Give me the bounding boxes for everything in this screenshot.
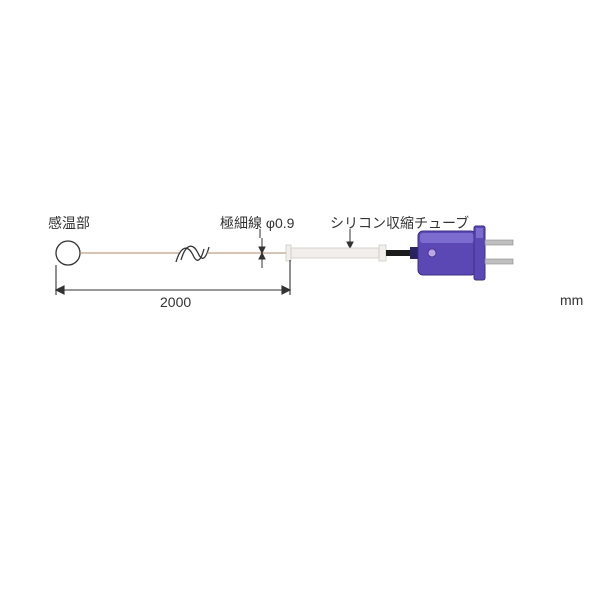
diagram-canvas: 感温部 極細線 φ0.9 シリコン収縮チューブ 2000 mm <box>0 0 600 600</box>
shrink-tube <box>286 245 386 261</box>
connector <box>410 226 513 280</box>
label-thin-wire: 極細線 φ0.9 <box>220 213 294 233</box>
label-shrink-tube: シリコン収縮チューブ <box>330 213 469 233</box>
label-length: 2000 <box>160 294 191 310</box>
sensor-circle <box>56 241 80 265</box>
dimension-2000 <box>56 260 290 295</box>
label-unit: mm <box>560 292 583 308</box>
approx-symbol-2 <box>176 248 204 262</box>
label-sensor: 感温部 <box>48 213 90 233</box>
diagram-svg <box>0 0 600 600</box>
